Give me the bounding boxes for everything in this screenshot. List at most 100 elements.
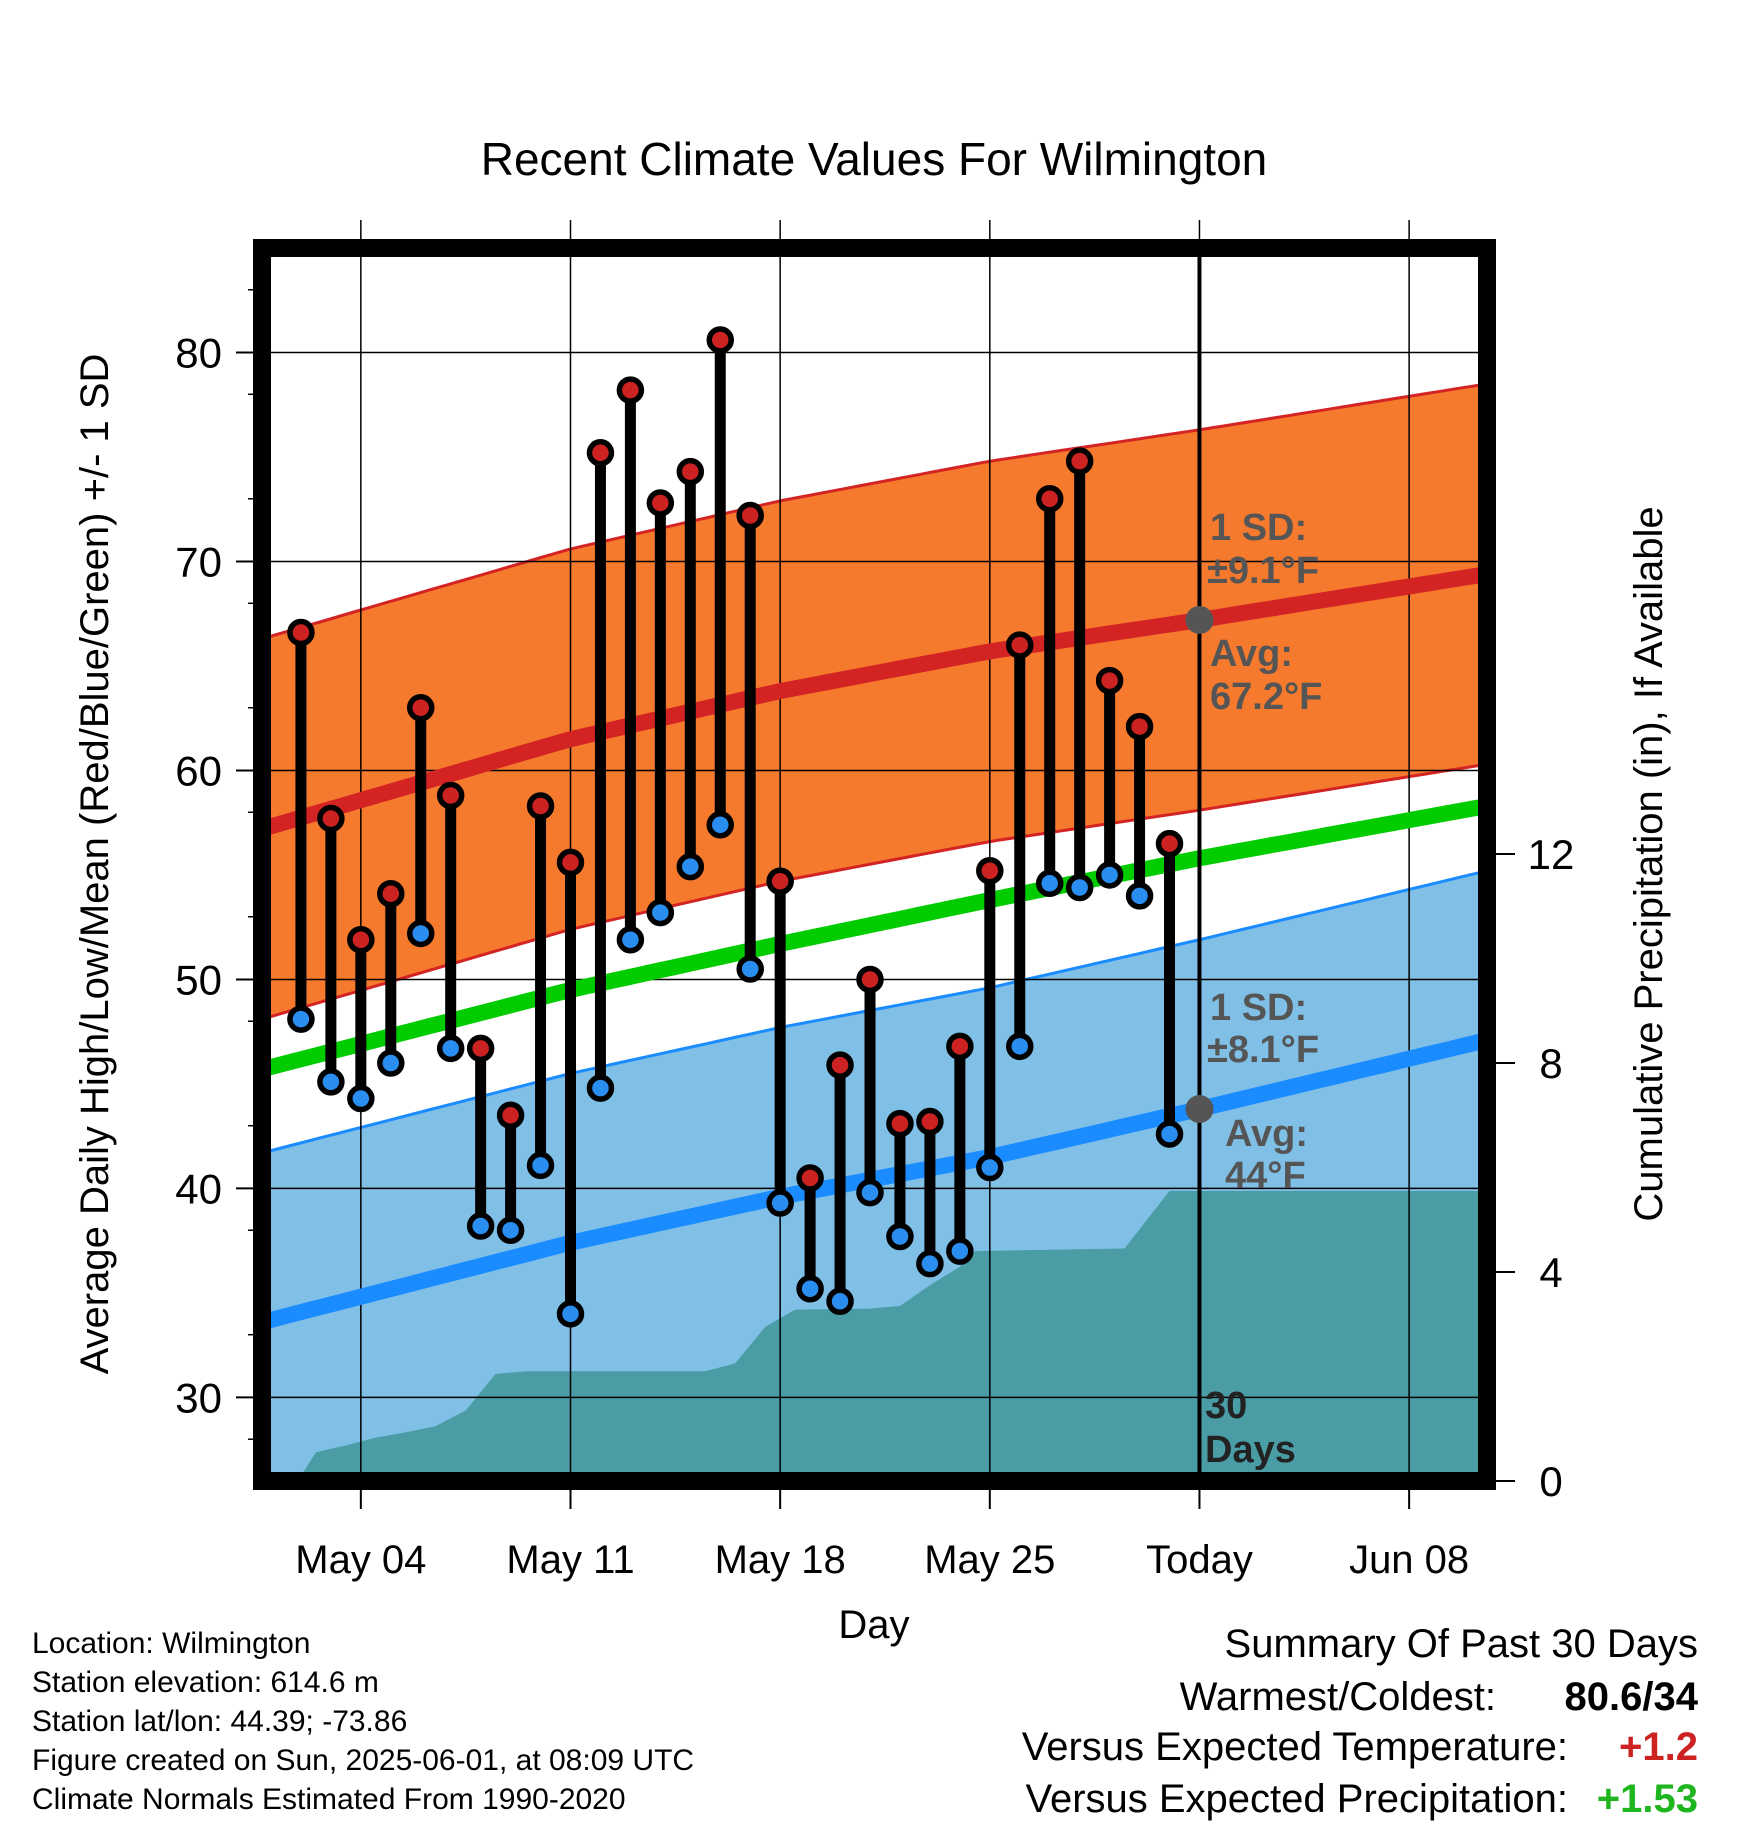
low-dot-day-11	[556, 1300, 585, 1328]
summary-temp-label: Versus Expected Temperature:	[1021, 1725, 1568, 1769]
y-tick-label-40: 40	[175, 1165, 222, 1212]
plot-border	[253, 239, 1496, 1490]
footer-normals: Climate Normals Estimated From 1990-2020	[32, 1783, 626, 1816]
plot-frame	[253, 239, 1496, 1490]
summary-warm-cold-value: 80.6/34	[1564, 1675, 1698, 1719]
low-dot-day-4	[347, 1084, 375, 1113]
high-sd-upper-edge	[262, 382, 1487, 641]
low-dot-day-26	[1006, 1032, 1034, 1061]
high-dot-day-12	[586, 439, 615, 467]
footer-elevation: Station elevation: 614.6 m	[32, 1666, 379, 1699]
y-axis-label-left: Average Daily High/Low/Mean (Red/Blue/Gr…	[73, 354, 117, 1375]
high-dot-day-5	[377, 880, 405, 908]
precip-cumulative-area	[297, 1191, 1487, 1481]
high-sd-label: 1 SD:	[1210, 507, 1307, 549]
footer-location: Location: Wilmington	[32, 1627, 311, 1660]
days-count-label: 30	[1205, 1385, 1247, 1427]
low-dot-day-10	[526, 1151, 555, 1180]
low-dot-day-15	[676, 852, 705, 881]
high-sd-lower-edge	[262, 762, 1487, 1021]
footer-latlon: Station lat/lon: 44.39; -73.86	[32, 1705, 408, 1738]
low-dot-day-19	[796, 1274, 824, 1303]
low-dot-day-17	[736, 955, 764, 983]
today-low-avg-dot	[1185, 1095, 1214, 1124]
high-dot-day-24	[946, 1032, 974, 1061]
low-sd-value: ±8.1°F	[1207, 1029, 1319, 1071]
x-tick-label-3: May 25	[924, 1538, 1055, 1582]
low-dot-day-22	[886, 1222, 914, 1251]
low-dot-day-12	[586, 1074, 615, 1102]
today-marker	[1185, 248, 1214, 1481]
high-avg-value: 67.2°F	[1210, 676, 1322, 718]
low-dot-day-18	[766, 1189, 794, 1217]
high-dot-day-28	[1065, 447, 1094, 475]
low-dot-day-29	[1095, 861, 1124, 889]
low-sd-label: 1 SD:	[1210, 987, 1307, 1029]
y-axis-label-right: Cumulative Precipitation (in), If Availa…	[1627, 506, 1671, 1221]
axes: 30 40 50 60 70 80 0 4 8 12 May 04 May 11 May 18 May 2…	[73, 220, 1671, 1647]
low-dot-day-25	[976, 1153, 1004, 1182]
high-dot-day-15	[676, 457, 705, 486]
precipitation-area	[297, 1191, 1487, 1481]
high-dot-day-29	[1095, 666, 1124, 695]
high-dot-day-3	[317, 804, 345, 833]
low-dot-day-23	[916, 1249, 944, 1278]
low-dot-day-13	[616, 925, 645, 954]
normal-high-line	[262, 566, 1487, 837]
normal-mean-line	[262, 798, 1487, 1078]
low-dot-day-8	[466, 1212, 495, 1240]
high-dot-day-13	[616, 376, 645, 404]
low-dot-day-20	[826, 1287, 854, 1316]
high-dot-day-16	[706, 326, 735, 354]
high-dot-day-14	[646, 489, 675, 517]
y-right-tick-label-8: 8	[1539, 1040, 1562, 1087]
x-tick-label-1: May 11	[506, 1538, 634, 1582]
low-dot-day-27	[1035, 869, 1064, 898]
low-avg-value: 44°F	[1225, 1155, 1306, 1197]
high-dot-day-30	[1125, 712, 1154, 741]
high-dot-day-22	[886, 1109, 914, 1138]
low-dot-day-5	[377, 1049, 405, 1077]
high-dot-day-31	[1155, 829, 1184, 858]
daily-dots	[287, 326, 1184, 1328]
high-dot-day-7	[436, 781, 465, 810]
low-dot-day-21	[856, 1178, 884, 1207]
today-high-avg-dot	[1185, 605, 1214, 634]
y-tick-label-50: 50	[175, 956, 222, 1003]
low-dot-day-24	[946, 1237, 974, 1265]
summary-heading: Summary Of Past 30 Days	[1224, 1622, 1698, 1666]
summary-temp-value: +1.2	[1619, 1725, 1698, 1769]
low-dot-day-7	[436, 1034, 465, 1063]
low-dot-day-9	[496, 1216, 525, 1244]
low-dot-day-30	[1125, 882, 1154, 910]
summary-warm-cold-label: Warmest/Coldest:	[1179, 1675, 1496, 1719]
low-dot-day-14	[646, 898, 675, 927]
high-dot-day-9	[496, 1101, 525, 1130]
y-tick-label-70: 70	[175, 538, 222, 585]
low-avg-label: Avg:	[1225, 1113, 1308, 1155]
y-tick-label-60: 60	[175, 747, 222, 794]
high-dot-day-8	[466, 1034, 495, 1063]
high-dot-day-11	[556, 848, 585, 877]
y-right-tick-label-12: 12	[1528, 831, 1575, 878]
low-dot-day-6	[406, 919, 435, 948]
low-dot-day-3	[317, 1068, 345, 1096]
high-dot-day-17	[736, 501, 764, 530]
summary-precip-label: Versus Expected Precipitation:	[1025, 1777, 1568, 1821]
high-dot-day-26	[1006, 631, 1034, 659]
high-dot-day-27	[1035, 485, 1064, 513]
high-avg-label: Avg:	[1210, 633, 1293, 675]
y-tick-label-30: 30	[175, 1374, 222, 1421]
x-tick-label-2: May 18	[715, 1538, 846, 1582]
x-tick-label-5: Jun 08	[1349, 1538, 1469, 1582]
x-tick-label-4: Today	[1146, 1538, 1253, 1582]
daily-range-sticks	[295, 339, 1176, 1314]
x-tick-label-0: May 04	[295, 1538, 426, 1582]
high-dot-day-20	[826, 1051, 854, 1079]
high-dot-day-25	[976, 857, 1004, 885]
high-dot-day-4	[347, 925, 375, 954]
high-dot-day-23	[916, 1107, 944, 1136]
summary-precip-value: +1.53	[1596, 1777, 1698, 1821]
